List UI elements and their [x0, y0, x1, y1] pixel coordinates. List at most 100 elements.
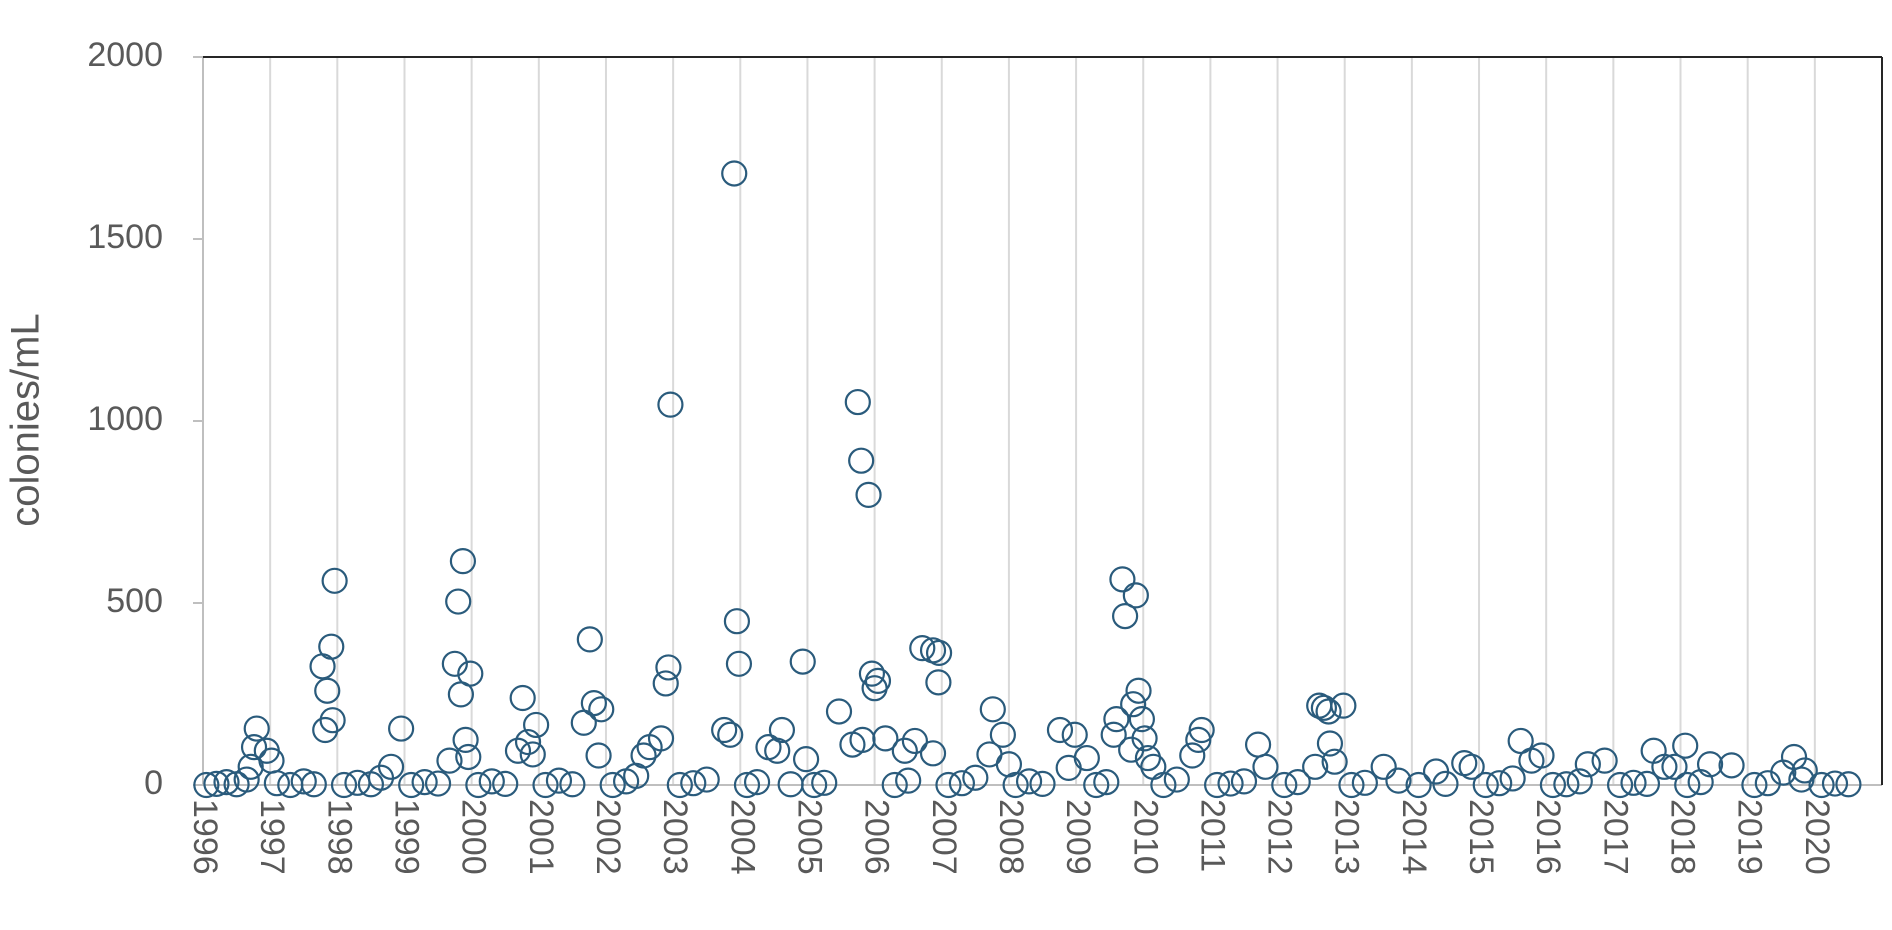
x-tick-label: 2012: [1261, 799, 1299, 875]
point: [319, 707, 346, 734]
point: [1244, 731, 1272, 758]
point: [1002, 771, 1029, 799]
x-tick-label: 2004: [723, 799, 761, 875]
point: [891, 737, 918, 764]
x-tick-label: 2006: [858, 799, 896, 875]
point: [693, 766, 720, 793]
point: [1574, 751, 1601, 778]
point: [901, 727, 928, 755]
point: [1140, 753, 1167, 780]
point: [367, 764, 395, 791]
point: [1330, 692, 1357, 719]
point: [768, 716, 796, 744]
point: [452, 726, 479, 753]
point: [193, 771, 220, 799]
point: [411, 768, 438, 796]
point: [1125, 677, 1152, 704]
point: [388, 715, 415, 742]
y-tick-label: 500: [106, 582, 163, 620]
point: [1163, 766, 1190, 793]
point: [1338, 771, 1365, 799]
point: [1351, 769, 1378, 796]
point: [855, 481, 882, 508]
point: [657, 391, 684, 418]
point: [909, 635, 936, 662]
x-tick-label: 2015: [1462, 799, 1500, 875]
y-tick-label: 2000: [87, 36, 163, 74]
point: [237, 753, 264, 780]
point: [559, 771, 586, 798]
point: [1566, 768, 1593, 795]
point: [1252, 753, 1279, 780]
point: [1055, 754, 1082, 781]
point: [1553, 771, 1580, 798]
point: [1230, 768, 1258, 795]
point: [243, 715, 270, 742]
x-tick-label: 2011: [1193, 799, 1231, 872]
x-tick-label: 2010: [1126, 799, 1164, 875]
point: [872, 725, 899, 752]
point: [925, 669, 952, 696]
x-tick-label: 2014: [1395, 799, 1433, 875]
point: [1651, 753, 1678, 780]
point: [1302, 753, 1329, 780]
point: [1120, 691, 1147, 718]
point: [1029, 770, 1056, 798]
point: [743, 768, 771, 796]
point: [764, 737, 791, 764]
x-tick-label: 2013: [1328, 799, 1366, 875]
point: [213, 768, 240, 796]
point: [1061, 721, 1088, 748]
point: [1073, 744, 1100, 772]
point: [979, 696, 1006, 723]
point: [514, 728, 542, 756]
point: [1370, 753, 1397, 780]
point: [492, 770, 519, 798]
point: [733, 771, 761, 799]
point: [585, 742, 612, 769]
point: [599, 771, 626, 799]
point: [1808, 771, 1835, 799]
point: [290, 768, 317, 795]
point: [1741, 771, 1768, 799]
point: [881, 771, 908, 799]
point: [801, 771, 828, 799]
y-axis-title: colonies/mL: [4, 313, 48, 526]
point: [1271, 771, 1298, 799]
x-tick-label: 2003: [656, 799, 694, 875]
point: [576, 626, 603, 653]
point: [588, 696, 615, 723]
point: [457, 660, 484, 687]
point: [1100, 721, 1127, 748]
point: [1112, 603, 1139, 630]
point: [1015, 768, 1043, 795]
point: [455, 743, 482, 771]
x-tick-label: 2001: [522, 799, 560, 875]
point: [300, 771, 327, 798]
y-tick-label: 1000: [87, 400, 163, 438]
point: [717, 721, 744, 748]
point: [1385, 767, 1412, 794]
point: [1150, 771, 1177, 799]
point: [636, 734, 663, 761]
point: [858, 660, 886, 687]
point: [1046, 716, 1074, 744]
point: [655, 654, 682, 681]
point: [1539, 771, 1567, 799]
point: [825, 698, 853, 725]
point: [1405, 771, 1432, 799]
x-tick-label: 2000: [455, 799, 493, 875]
y-tick-label: 1500: [87, 218, 163, 256]
point: [1687, 768, 1714, 796]
point: [1518, 747, 1545, 774]
point: [1754, 770, 1781, 797]
point: [1217, 770, 1244, 797]
point: [1591, 747, 1618, 774]
point: [1284, 768, 1311, 796]
point: [839, 731, 866, 758]
point: [449, 548, 477, 575]
point: [811, 769, 838, 796]
point: [925, 639, 953, 666]
point: [240, 734, 268, 761]
